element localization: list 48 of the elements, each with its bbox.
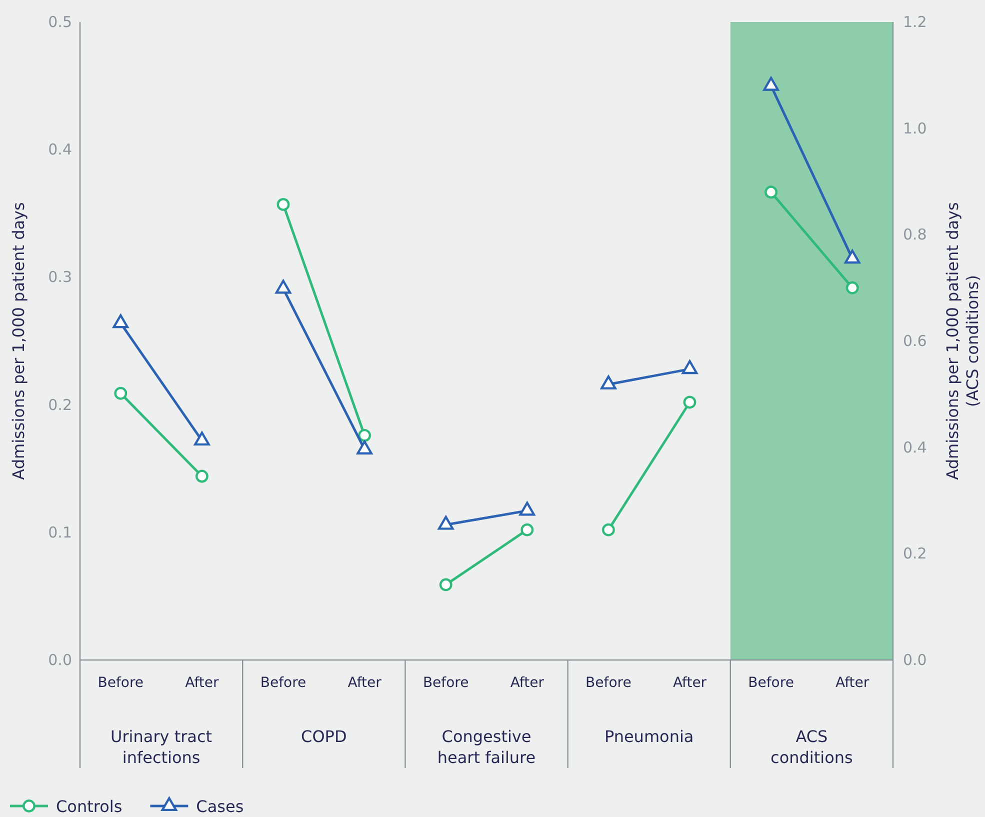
point <box>683 396 696 409</box>
y2-tick-label: 0.4 <box>903 438 927 456</box>
y-tick-label: 0.5 <box>48 13 72 31</box>
text: ACS conditions <box>770 727 853 767</box>
text: Pneumonia <box>604 727 694 746</box>
x-tick-label: After <box>185 675 219 691</box>
point <box>112 314 129 328</box>
point <box>520 523 534 536</box>
y-tick-label: 0.0 <box>48 651 72 669</box>
x-tick-label: Before <box>748 675 794 691</box>
text: COPD <box>301 727 347 746</box>
y-tick-label: 0.2 <box>48 396 72 414</box>
point <box>846 281 859 294</box>
y2-tick-label: 0.6 <box>903 332 927 350</box>
point <box>764 186 778 199</box>
text: Congestive heart failure <box>437 727 536 767</box>
point <box>196 470 208 483</box>
x-tick-label: After <box>348 675 382 691</box>
point <box>358 428 371 442</box>
point <box>114 386 128 400</box>
x-tick-label: Before <box>422 675 469 691</box>
y2-axis-title: Admissions per 1,000 patient days (ACS conditions) <box>943 202 982 480</box>
x-tick-label: Before <box>586 675 632 691</box>
point <box>194 432 210 446</box>
y2-tick-label: 1.0 <box>903 119 927 138</box>
point <box>275 280 292 294</box>
point <box>356 440 372 454</box>
y2-tick-label: 0.0 <box>903 651 927 669</box>
y2-tick-label: 0.2 <box>903 544 927 563</box>
text: Urinary tract infections <box>110 727 212 767</box>
y2-tick-label: 1.2 <box>903 13 927 31</box>
point <box>600 375 616 390</box>
point <box>682 360 698 374</box>
point <box>602 523 615 536</box>
legend-label: Controls <box>56 797 122 816</box>
x-tick-label: After <box>510 675 544 691</box>
x-tick-label: Before <box>98 675 144 691</box>
point <box>519 502 536 516</box>
point <box>439 578 452 592</box>
x-tick-label: After <box>672 675 707 691</box>
x-tick-label: Before <box>260 675 306 691</box>
y-tick-label: 0.4 <box>48 140 72 159</box>
y-tick-label: 0.3 <box>48 268 72 286</box>
y2-tick-label: 0.8 <box>903 226 927 244</box>
y-axis-title: Admissions per 1,000 patient days <box>9 202 28 480</box>
x-tick-label: After <box>836 675 870 691</box>
legend-label: Cases <box>196 797 244 816</box>
y-tick-label: 0.1 <box>48 523 72 542</box>
